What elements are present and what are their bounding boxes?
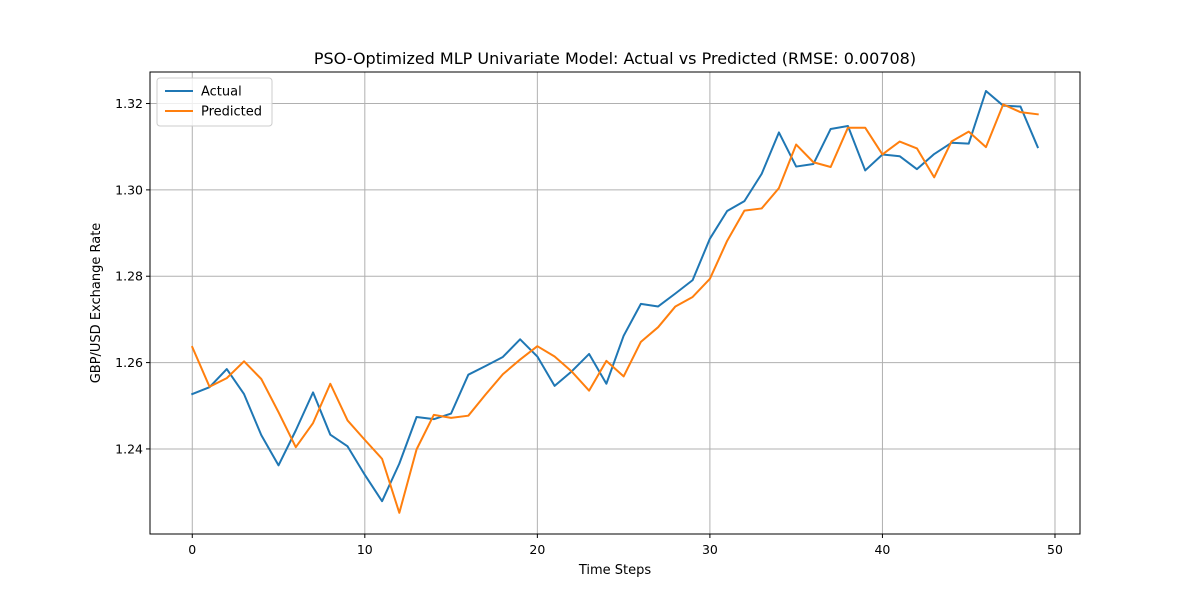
y-tick-label: 1.32 [115,96,143,111]
series-lines [190,90,1040,514]
x-axis-label: Time Steps [578,563,652,578]
y-tick-label: 1.26 [115,355,143,370]
y-tick-label: 1.30 [115,182,143,197]
x-tick-label: 0 [188,542,196,557]
legend: Actual Predicted [156,77,273,127]
legend-label-actual: Actual [201,85,242,100]
chart-title: PSO-Optimized MLP Univariate Model: Actu… [314,49,916,68]
x-tick-label: 40 [874,542,890,557]
y-axis-label: GBP/USD Exchange Rate [89,223,104,384]
grid-lines [150,72,1080,534]
series-line-actual [190,90,1040,503]
x-tick-label: 20 [529,542,545,557]
y-tick-label: 1.28 [115,269,143,284]
legend-label-predicted: Predicted [201,105,262,120]
axes-frame [149,71,1081,535]
x-tick-label: 30 [702,542,718,557]
axis-ticks: 0 10 20 30 40 50 1.24 1.26 1.28 1.30 1.32 [115,96,1063,557]
series-line-predicted [190,103,1039,514]
x-tick-label: 10 [357,542,373,557]
x-tick-label: 50 [1047,542,1063,557]
y-tick-label: 1.24 [115,441,143,456]
